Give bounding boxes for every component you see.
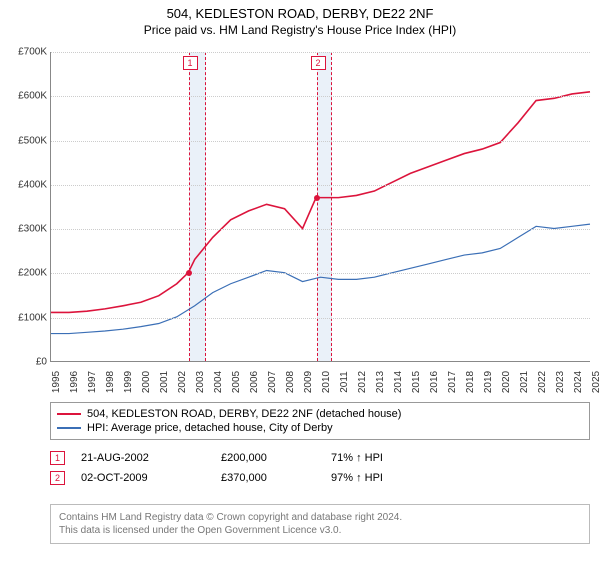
x-tick-label: 2014 [393, 371, 404, 393]
x-tick-label: 2011 [339, 371, 350, 393]
x-tick-label: 2006 [249, 371, 260, 393]
gridline [51, 96, 590, 97]
footer-attribution: Contains HM Land Registry data © Crown c… [50, 504, 590, 544]
transaction-date: 21-AUG-2002 [81, 452, 221, 464]
x-tick-label: 1999 [123, 371, 134, 393]
x-tick-label: 2003 [195, 371, 206, 393]
x-tick-label: 1997 [87, 371, 98, 393]
transaction-badge: 2 [50, 471, 65, 485]
x-tick-label: 2008 [285, 371, 296, 393]
transaction-hpi: 71% ↑ HPI [331, 452, 421, 464]
y-tick-label: £0 [3, 357, 47, 368]
x-tick-label: 2019 [483, 371, 494, 393]
x-tick-label: 2012 [357, 371, 368, 393]
x-tick-label: 2023 [555, 371, 566, 393]
gridline [51, 318, 590, 319]
legend-item: HPI: Average price, detached house, City… [57, 421, 583, 435]
x-tick-label: 2025 [591, 371, 600, 393]
transactions-table: 1 21-AUG-2002£200,00071% ↑ HPI 2 02-OCT-200… [50, 448, 590, 488]
y-tick-label: £300K [3, 224, 47, 235]
gridline [51, 185, 590, 186]
legend-label: HPI: Average price, detached house, City… [87, 422, 333, 434]
footer-line1: Contains HM Land Registry data © Crown c… [59, 511, 581, 524]
chart-subtitle: Price paid vs. HM Land Registry's House … [0, 23, 600, 37]
transaction-marker [186, 270, 192, 276]
x-tick-label: 2017 [447, 371, 458, 393]
band-label: 1 [183, 56, 198, 70]
x-tick-label: 1995 [51, 371, 62, 393]
gridline [51, 141, 590, 142]
legend-swatch [57, 427, 81, 429]
transaction-marker [314, 195, 320, 201]
series-property [51, 92, 590, 313]
x-tick-label: 2020 [501, 371, 512, 393]
transaction-badge: 1 [50, 451, 65, 465]
x-tick-label: 1996 [69, 371, 80, 393]
transaction-date: 02-OCT-2009 [81, 472, 221, 484]
y-tick-label: £500K [3, 135, 47, 146]
x-tick-label: 2021 [519, 371, 530, 393]
x-tick-label: 2018 [465, 371, 476, 393]
x-tick-label: 2009 [303, 371, 314, 393]
x-tick-label: 2001 [159, 371, 170, 393]
x-tick-label: 2024 [573, 371, 584, 393]
x-tick-label: 2013 [375, 371, 386, 393]
legend-label: 504, KEDLESTON ROAD, DERBY, DE22 2NF (de… [87, 408, 401, 420]
x-tick-label: 1998 [105, 371, 116, 393]
x-tick-label: 2016 [429, 371, 440, 393]
y-tick-label: £100K [3, 312, 47, 323]
y-tick-label: £400K [3, 179, 47, 190]
chart-lines-svg [51, 52, 590, 361]
chart-plot-area: £0£100K£200K£300K£400K£500K£600K£700K199… [50, 52, 590, 362]
y-tick-label: £600K [3, 91, 47, 102]
transaction-row: 1 21-AUG-2002£200,00071% ↑ HPI [50, 448, 590, 468]
chart-container: 504, KEDLESTON ROAD, DERBY, DE22 2NF Pri… [0, 6, 600, 566]
x-tick-label: 2005 [231, 371, 242, 393]
gridline [51, 273, 590, 274]
x-tick-label: 2002 [177, 371, 188, 393]
gridline [51, 52, 590, 53]
legend-box: 504, KEDLESTON ROAD, DERBY, DE22 2NF (de… [50, 402, 590, 440]
chart-title: 504, KEDLESTON ROAD, DERBY, DE22 2NF [0, 6, 600, 21]
x-tick-label: 2015 [411, 371, 422, 393]
x-tick-label: 2004 [213, 371, 224, 393]
transaction-price: £200,000 [221, 452, 331, 464]
x-tick-label: 2022 [537, 371, 548, 393]
band-label: 2 [311, 56, 326, 70]
y-tick-label: £200K [3, 268, 47, 279]
transaction-row: 2 02-OCT-2009£370,00097% ↑ HPI [50, 468, 590, 488]
transaction-hpi: 97% ↑ HPI [331, 472, 421, 484]
x-tick-label: 2007 [267, 371, 278, 393]
x-tick-label: 2000 [141, 371, 152, 393]
legend-swatch [57, 413, 81, 415]
gridline [51, 229, 590, 230]
y-tick-label: £700K [3, 47, 47, 58]
x-tick-label: 2010 [321, 371, 332, 393]
footer-line2: This data is licensed under the Open Gov… [59, 524, 581, 537]
legend-item: 504, KEDLESTON ROAD, DERBY, DE22 2NF (de… [57, 407, 583, 421]
transaction-price: £370,000 [221, 472, 331, 484]
